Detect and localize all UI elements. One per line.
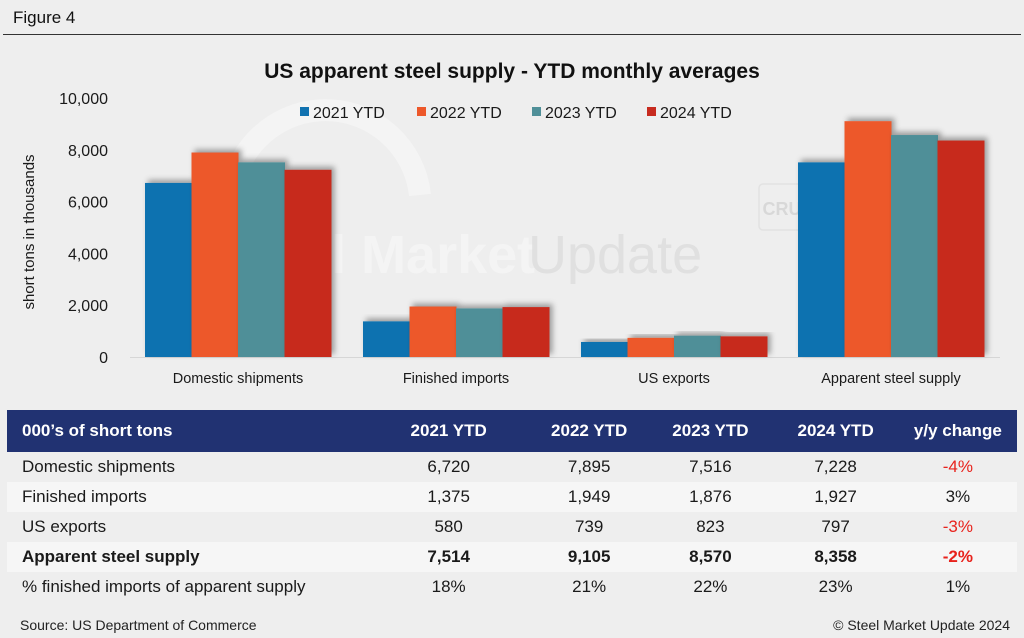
bar: [674, 335, 721, 357]
x-tick-label: US exports: [638, 371, 710, 387]
legend: 2021 YTD 2022 YTD 2023 YTD 2024 YTD: [300, 105, 732, 122]
bar: [720, 336, 768, 357]
table-cell: 1,876: [689, 487, 732, 506]
bar: [456, 308, 503, 357]
table-cell: 7,516: [689, 457, 732, 476]
change-cell: 3%: [945, 487, 971, 506]
table-header-cell: 000’s of short tons: [22, 421, 173, 440]
table-header-cell: 2024 YTD: [797, 421, 874, 440]
chart-title: US apparent steel supply - YTD monthly a…: [264, 60, 760, 83]
y-tick-label: 8,000: [68, 143, 108, 160]
x-tick-label: Apparent steel supply: [821, 371, 961, 387]
bar: [284, 169, 332, 357]
table-cell: 6,720: [427, 457, 470, 476]
table-cell: 9,105: [567, 547, 611, 566]
change-cell: -2%: [942, 547, 973, 566]
watermark-text: Update: [528, 225, 702, 285]
table-cell: 1,949: [567, 487, 611, 506]
table-cell: 23%: [818, 577, 853, 596]
row-label: Apparent steel supply: [22, 547, 200, 566]
table-cell: 18%: [431, 577, 466, 596]
table-cell: 580: [434, 517, 463, 536]
table-cell: 8,358: [814, 547, 857, 566]
legend-label: 2023 YTD: [545, 105, 617, 122]
table-cell: 739: [574, 517, 604, 536]
x-tick-label: Domestic shipments: [173, 371, 304, 387]
bar: [627, 337, 675, 357]
bar: [937, 140, 985, 357]
row-label: % finished imports of apparent supply: [22, 577, 306, 596]
table-row: Finished imports 1,375 1,949 1,876 1,927…: [7, 482, 1017, 512]
legend-swatch: [532, 107, 541, 116]
figure-divider: [3, 34, 1021, 35]
table-cell: 1,927: [814, 487, 857, 506]
table-cell: 797: [821, 517, 850, 536]
table-row: % finished imports of apparent supply 18…: [7, 572, 1017, 602]
legend-swatch: [417, 107, 426, 116]
bars: [145, 121, 985, 357]
table-cell: 21%: [572, 577, 607, 596]
y-tick-label: 6,000: [68, 195, 108, 212]
change-cell: -4%: [942, 457, 973, 476]
table-cell: 1,375: [427, 487, 470, 506]
table-cell: 7,895: [567, 457, 611, 476]
legend-swatch: [300, 107, 309, 116]
bar: [891, 135, 938, 357]
y-axis-label: short tons in thousands: [21, 154, 38, 309]
table-row: Domestic shipments 6,720 7,895 7,516 7,2…: [7, 452, 1017, 482]
table-header-cell: 2023 YTD: [672, 421, 749, 440]
row-label: Finished imports: [22, 487, 147, 506]
table-cell: 7,228: [814, 457, 857, 476]
figure-label: Figure 4: [13, 8, 76, 27]
table-cell: 823: [696, 517, 725, 536]
copyright-note: © Steel Market Update 2024: [833, 617, 1010, 633]
bar: [502, 307, 550, 357]
bar: [798, 162, 845, 357]
table-row: US exports 580 739 823 797 -3%: [7, 512, 1017, 542]
legend-label: 2021 YTD: [313, 105, 385, 122]
y-tick-label: 10,000: [59, 91, 108, 108]
data-table: 000’s of short tons 2021 YTD 2022 YTD 20…: [7, 410, 1017, 602]
table-header-row: 000’s of short tons 2021 YTD 2022 YTD 20…: [7, 410, 1017, 452]
row-label: Domestic shipments: [22, 457, 176, 476]
axes: 0 2,000 4,000 6,000 8,000 10,000 short tons in…: [21, 91, 1000, 387]
bar: [238, 162, 285, 357]
bar: [191, 152, 239, 357]
table-cell: 22%: [693, 577, 728, 596]
table-row: Apparent steel supply 7,514 9,105 8,570 …: [7, 542, 1017, 572]
bar: [844, 121, 892, 357]
source-note: Source: US Department of Commerce: [20, 617, 257, 633]
x-tick-label: Finished imports: [403, 371, 509, 387]
cru-badge-text: CRU: [763, 199, 802, 219]
y-tick-label: 2,000: [68, 298, 108, 315]
table-header-cell: 2021 YTD: [410, 421, 487, 440]
legend-label: 2024 YTD: [660, 105, 732, 122]
table-header-cell: 2022 YTD: [551, 421, 628, 440]
row-label: US exports: [22, 517, 107, 536]
legend-label: 2022 YTD: [430, 105, 502, 122]
bar: [363, 321, 410, 357]
table-header-cell: y/y change: [913, 421, 1002, 440]
y-tick-label: 0: [99, 350, 108, 367]
bar: [145, 182, 192, 357]
bar: [409, 306, 457, 357]
table-cell: 8,570: [689, 547, 732, 566]
change-cell: 1%: [945, 577, 971, 596]
table-cell: 7,514: [427, 547, 470, 566]
y-tick-label: 4,000: [68, 246, 108, 263]
bar: [581, 341, 628, 357]
change-cell: -3%: [942, 517, 973, 536]
legend-swatch: [647, 107, 656, 116]
